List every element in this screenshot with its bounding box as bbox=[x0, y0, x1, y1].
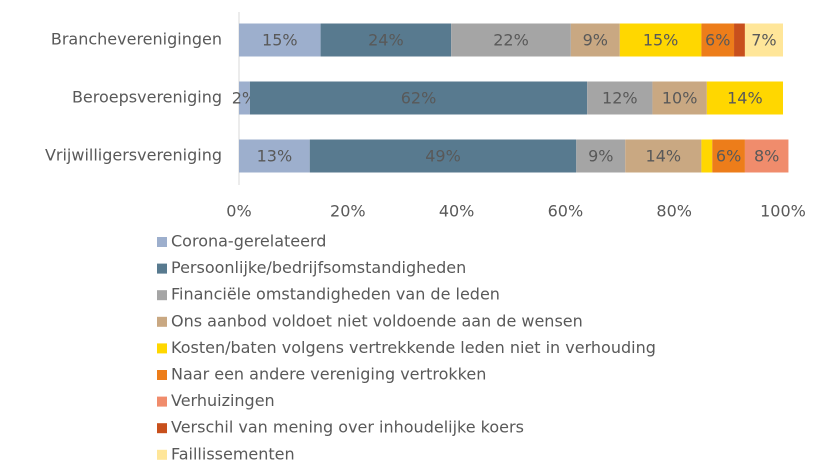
legend-label: Faillissementen bbox=[171, 444, 295, 463]
legend-swatch bbox=[157, 396, 167, 407]
legend-swatch bbox=[157, 343, 167, 354]
legend-label: Naar een andere vereniging vertrokken bbox=[171, 365, 486, 384]
data-label: 49% bbox=[425, 147, 461, 166]
bar-segment bbox=[712, 139, 745, 173]
x-tick-label: 20% bbox=[330, 202, 366, 221]
x-tick-label: 40% bbox=[439, 202, 475, 221]
legend-swatch bbox=[157, 449, 167, 460]
legend-label: Persoonlijke/bedrijfsomstandigheden bbox=[171, 258, 466, 277]
data-label: 13% bbox=[257, 147, 293, 166]
bar-segment bbox=[744, 23, 783, 57]
data-label: 7% bbox=[751, 31, 776, 50]
category-label: Brancheverenigingen bbox=[51, 30, 222, 49]
legend-swatch bbox=[157, 290, 167, 301]
bar-segment bbox=[744, 139, 789, 173]
data-label: 8% bbox=[754, 147, 779, 166]
legend-swatch bbox=[157, 316, 167, 327]
data-label: 15% bbox=[262, 31, 298, 50]
x-tick-label: 80% bbox=[656, 202, 692, 221]
bar-segment bbox=[734, 23, 745, 57]
bar-segment bbox=[309, 139, 577, 173]
x-tick-label: 0% bbox=[226, 202, 251, 221]
x-tick-label: 100% bbox=[760, 202, 806, 221]
bar-segment bbox=[451, 23, 571, 57]
legend-label: Corona-gerelateerd bbox=[171, 232, 326, 251]
category-label: Vrijwilligersvereniging bbox=[45, 146, 222, 165]
bar-segment bbox=[701, 139, 713, 173]
legend-swatch bbox=[157, 263, 167, 274]
bar-segment bbox=[587, 81, 653, 115]
legend-swatch bbox=[157, 370, 167, 380]
bar-segment bbox=[239, 139, 310, 173]
bar-segment bbox=[570, 23, 620, 57]
x-tick-label: 60% bbox=[548, 202, 584, 221]
data-label: 24% bbox=[368, 31, 404, 50]
legend-label: Verhuizingen bbox=[171, 391, 275, 410]
bar-segment bbox=[320, 23, 452, 57]
data-label: 15% bbox=[643, 31, 679, 50]
bar-segment bbox=[625, 139, 702, 173]
data-label: 6% bbox=[705, 31, 730, 50]
data-label: 6% bbox=[716, 147, 741, 166]
legend-swatch bbox=[157, 237, 167, 247]
legend-label: Verschil van mening over inhoudelijke ko… bbox=[171, 418, 524, 437]
data-label: 14% bbox=[727, 89, 763, 108]
category-label: Beroepsvereniging bbox=[72, 88, 222, 107]
data-label: 14% bbox=[646, 147, 682, 166]
bar-segment bbox=[652, 81, 707, 115]
bar-segment bbox=[239, 23, 321, 57]
bar-segment bbox=[619, 23, 702, 57]
bar-segment bbox=[239, 81, 250, 115]
bar-segment bbox=[576, 139, 626, 173]
bar-segment bbox=[706, 81, 783, 115]
data-label: 12% bbox=[602, 89, 638, 108]
bar-segment bbox=[701, 23, 735, 57]
data-label: 9% bbox=[583, 31, 608, 50]
legend-label: Kosten/baten volgens vertrekkende leden … bbox=[171, 338, 656, 357]
legend-swatch bbox=[157, 423, 167, 434]
legend-label: Ons aanbod voldoet niet voldoende aan de… bbox=[171, 311, 583, 330]
legend-label: Financiële omstandigheden van de leden bbox=[171, 285, 500, 304]
data-label: 22% bbox=[493, 31, 529, 50]
bar-segment bbox=[249, 81, 588, 115]
data-label: 9% bbox=[588, 147, 613, 166]
data-label: 62% bbox=[401, 89, 437, 108]
data-label: 10% bbox=[662, 89, 698, 108]
